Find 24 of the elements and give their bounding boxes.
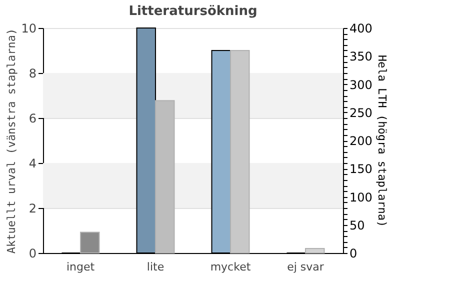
bar (80, 232, 100, 254)
y2-tick-label: 50 (350, 218, 365, 232)
y2-axis-title: Hela LTH (högra staplarna) (375, 54, 388, 228)
y-tick-label: 8 (28, 66, 36, 80)
x-tick-label: ej svar (287, 260, 324, 274)
y-tick-label: 6 (28, 112, 36, 126)
y2-tick-label: 100 (350, 190, 372, 204)
x-tick-label: inget (66, 260, 96, 274)
y2-tick-label: 350 (350, 50, 372, 64)
y-tick-label: 0 (28, 246, 36, 260)
x-tick-label: mycket (210, 260, 252, 274)
y-tick-label: 2 (28, 202, 36, 216)
y2-tick-label: 0 (350, 246, 358, 260)
y-axis-title: Aktuellt urval (vänstra staplarna) (5, 28, 18, 254)
y2-tick-label: 200 (350, 134, 372, 148)
y-tick-label: 4 (28, 156, 36, 170)
y2-tick-label: 400 (350, 22, 372, 36)
x-tick-label: lite (146, 260, 164, 274)
y2-tick-label: 300 (350, 78, 372, 92)
bar (305, 248, 325, 254)
y-tick-label: 10 (21, 22, 36, 36)
y2-tick-label: 250 (350, 106, 372, 120)
y2-tick-label: 150 (350, 162, 372, 176)
chart-title: Litteratursökning (128, 4, 258, 19)
